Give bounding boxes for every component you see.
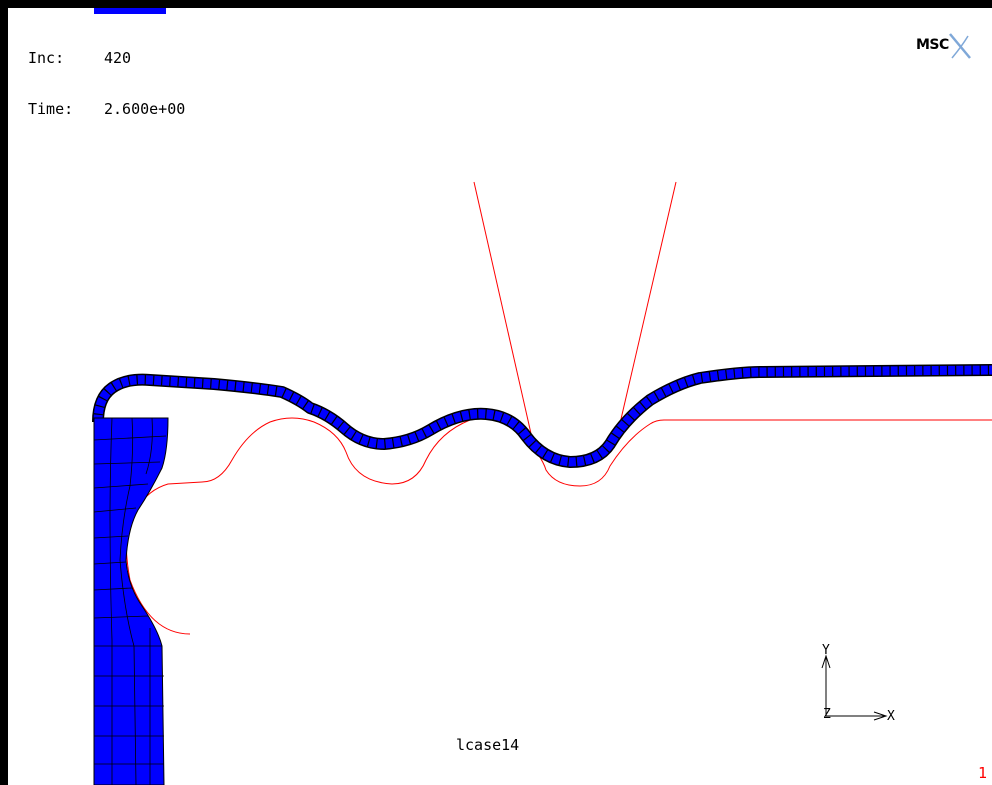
window-frame-left (0, 0, 8, 785)
clamp-block-mesh (93, 417, 169, 785)
coordinate-axes-triad (821, 654, 888, 721)
die-outline (125, 181, 992, 635)
window-frame-top (0, 0, 992, 8)
load-case-label: lcase14 (456, 736, 520, 754)
increment-info-panel: Inc: 420 Time: 2.600e+00 (28, 16, 185, 135)
msc-logo-text: MSC (916, 37, 949, 53)
x-axis-label: X (887, 709, 895, 724)
active-tab-indicator[interactable] (94, 8, 166, 14)
z-axis-label: Z (823, 707, 831, 722)
inc-value: 420 (104, 49, 132, 67)
msc-logo-icon (949, 33, 971, 59)
time-value: 2.600e+00 (104, 100, 186, 118)
time-label: Time: (28, 100, 74, 118)
sheet-blank-mesh (92, 364, 992, 468)
y-axis-label: Y (822, 643, 830, 658)
viewport-number: 1 (978, 764, 988, 782)
inc-label: Inc: (28, 49, 65, 67)
msc-logo: MSC (916, 32, 972, 60)
